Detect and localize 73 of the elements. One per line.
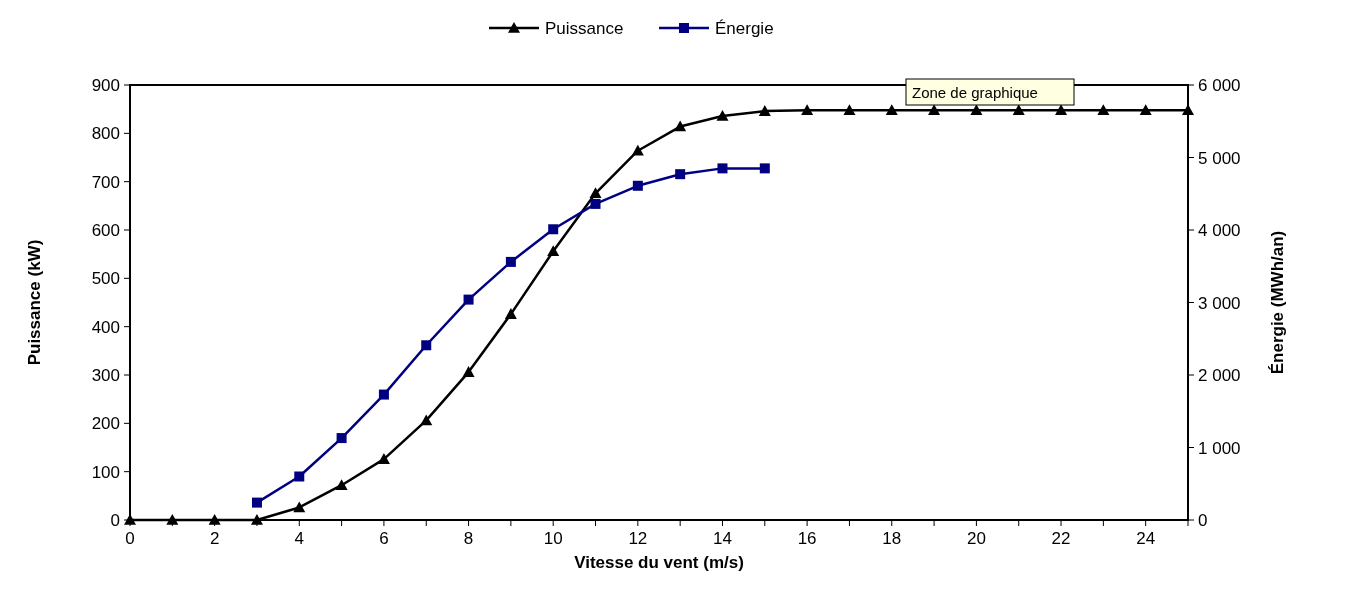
point	[759, 163, 770, 174]
point	[589, 187, 602, 199]
y-tick-label: 200	[91, 414, 120, 434]
point	[420, 414, 433, 426]
point	[294, 471, 305, 482]
point	[421, 340, 432, 351]
point	[843, 104, 856, 115]
point	[548, 224, 559, 235]
y-tick-label: 900	[91, 76, 120, 95]
point	[885, 104, 898, 115]
y-tick-label: 800	[91, 124, 120, 144]
point	[251, 497, 262, 508]
point	[463, 294, 474, 305]
x-tick-label: 22	[1051, 529, 1071, 548]
x-tick-label: 8	[463, 529, 474, 548]
y-tick-label: 400	[91, 317, 120, 337]
y-axis-title: Puissance (kW)	[25, 239, 44, 366]
point	[970, 104, 983, 115]
y-tick-label: 500	[91, 269, 120, 289]
x-tick-label: 2	[209, 529, 220, 548]
x-axis-title: Vitesse du vent (m/s)	[574, 553, 744, 572]
point	[547, 245, 560, 257]
y-tick-label: 0	[110, 511, 120, 530]
point	[801, 104, 814, 115]
point	[675, 169, 686, 180]
y-tick-label: 300	[91, 366, 120, 385]
x-tick-label: 12	[628, 529, 648, 548]
x-tick-label: 4	[294, 529, 305, 548]
legend-label: Énergie	[715, 19, 774, 38]
point	[336, 433, 347, 444]
x-tick-label: 20	[966, 529, 986, 548]
x-tick-label: 24	[1136, 529, 1156, 548]
point	[590, 198, 601, 209]
point	[166, 514, 179, 525]
point	[293, 501, 306, 513]
y2-tick-label: 5 000	[1198, 148, 1241, 168]
x-tick-label: 0	[125, 529, 135, 548]
x-tick-label: 14	[713, 529, 732, 548]
point	[674, 120, 687, 132]
point	[928, 104, 941, 115]
y2-tick-label: 6 000	[1198, 76, 1241, 95]
point	[716, 109, 729, 121]
point	[335, 479, 348, 490]
point	[504, 308, 517, 319]
point	[717, 163, 728, 174]
point	[462, 366, 475, 377]
y-tick-label: 100	[91, 462, 120, 482]
x-tick-label: 10	[543, 529, 563, 548]
point	[632, 180, 643, 191]
y2-tick-label: 3 000	[1198, 293, 1241, 313]
y-tick-label: 700	[91, 172, 120, 192]
x-tick-label: 6	[379, 529, 389, 548]
point	[1097, 104, 1110, 115]
y2-tick-label: 4 000	[1198, 221, 1241, 240]
point	[1139, 104, 1152, 115]
y2-tick-label: 0	[1198, 511, 1208, 530]
point	[250, 514, 263, 525]
y2-tick-label: 2 000	[1198, 366, 1241, 385]
point	[1055, 104, 1068, 115]
point	[505, 256, 516, 267]
point	[377, 453, 390, 464]
point	[378, 389, 389, 400]
point	[1012, 104, 1025, 115]
y-tick-label: 600	[91, 221, 120, 240]
x-tick-label: 18	[882, 529, 902, 548]
y2-axis-title: Énergie (MWh/an)	[1268, 230, 1287, 375]
point	[208, 514, 221, 525]
x-tick-label: 16	[797, 529, 817, 548]
annotation: Zone de graphique	[912, 84, 1038, 101]
y2-tick-label: 1 000	[1198, 438, 1241, 458]
point	[631, 144, 644, 156]
point	[758, 105, 771, 116]
legend-label: Puissance	[545, 19, 624, 38]
